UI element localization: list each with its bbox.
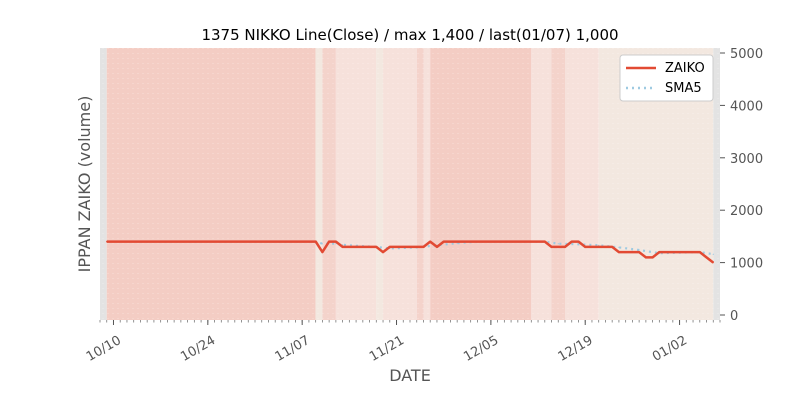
data-point-zaiko-5 [342, 246, 344, 248]
y-tick-label: 2000 [730, 204, 763, 219]
data-point-zaiko-3 [328, 241, 330, 243]
legend: ZAIKO SMA5 [619, 54, 714, 102]
background-band-12 [565, 48, 599, 320]
data-point-zaiko-6 [375, 246, 377, 248]
background-band-1 [106, 48, 316, 320]
data-point-zaiko-14 [550, 246, 553, 248]
data-point-zaiko-18 [584, 246, 586, 248]
y-tick-label: 4000 [730, 99, 763, 114]
series-group [106, 240, 715, 264]
background-band-9 [430, 48, 532, 320]
data-point-zaiko-10 [429, 241, 431, 243]
data-point-sma5-3 [335, 243, 337, 245]
chart-title: 1375 NIKKO Line(Close) / max 1,400 / las… [201, 26, 618, 44]
series-line-zaiko [106, 240, 715, 264]
data-point-zaiko-1 [315, 241, 317, 243]
legend-box [619, 54, 714, 102]
data-point-sma5-14 [577, 243, 580, 245]
legend-label-sma5: SMA5 [665, 81, 702, 96]
data-point-sma5-15 [598, 244, 600, 246]
data-point-zaiko-7 [382, 251, 384, 253]
data-point-zaiko-21 [638, 251, 640, 253]
background-band-11 [551, 48, 565, 320]
data-point-zaiko-27 [712, 262, 714, 264]
data-point-sma5-10 [456, 242, 458, 244]
data-point-zaiko-23 [652, 256, 654, 258]
data-point-zaiko-0 [106, 241, 108, 243]
background-band-3 [322, 48, 336, 320]
data-point-zaiko-11 [436, 246, 438, 248]
legend-label-zaiko: ZAIKO [665, 61, 705, 76]
y-tick-label: 5000 [730, 47, 763, 62]
y-tick-label: 1000 [730, 257, 763, 272]
background-band-8 [423, 48, 431, 320]
background-band-6 [383, 48, 417, 320]
data-point-zaiko-2 [321, 251, 323, 253]
x-tick-label: 10/24 [178, 333, 218, 365]
x-tick-label: 12/19 [556, 333, 596, 365]
data-point-zaiko-20 [618, 251, 620, 253]
background-band-7 [416, 48, 424, 320]
y-axis-label: IPPAN ZAIKO (volume) [75, 96, 94, 273]
data-point-zaiko-13 [544, 241, 546, 243]
data-point-zaiko-24 [658, 251, 660, 253]
background-band-0 [100, 48, 107, 320]
data-point-zaiko-19 [611, 246, 613, 248]
background-band-4 [335, 48, 377, 320]
y-tick-label: 3000 [730, 152, 763, 167]
x-axis-label: DATE [389, 366, 431, 385]
data-point-zaiko-26 [705, 256, 708, 258]
background-band-2 [315, 48, 323, 320]
data-point-zaiko-12 [443, 241, 445, 243]
data-point-zaiko-22 [645, 256, 647, 258]
data-point-sma5-2 [321, 243, 323, 245]
data-point-zaiko-9 [422, 246, 425, 248]
data-point-zaiko-4 [335, 241, 337, 243]
background-band-14 [713, 48, 720, 320]
y-axis: 0 1000 2000 3000 4000 5000 [720, 47, 763, 324]
background-band-10 [531, 48, 552, 320]
data-point-zaiko-17 [577, 241, 580, 243]
x-tick-label: 12/05 [461, 333, 501, 365]
data-point-sma5-13 [557, 243, 559, 245]
data-point-sma5-17 [638, 249, 640, 251]
x-axis: 10/10 10/24 11/07 11/21 12/05 12/19 01/02 [84, 320, 721, 365]
background-band-5 [376, 48, 384, 320]
data-point-zaiko-8 [389, 246, 391, 248]
x-tick-label: 10/10 [84, 333, 124, 365]
data-point-sma5-21 [712, 253, 714, 255]
data-point-zaiko-15 [564, 246, 566, 248]
data-point-zaiko-16 [571, 241, 573, 243]
data-point-zaiko-25 [699, 251, 701, 253]
x-tick-label: 11/21 [367, 333, 407, 365]
data-point-sma5-16 [618, 246, 620, 249]
x-tick-label: 01/02 [650, 333, 690, 365]
x-tick-label: 11/07 [273, 333, 313, 365]
y-tick-label: 0 [730, 309, 738, 324]
